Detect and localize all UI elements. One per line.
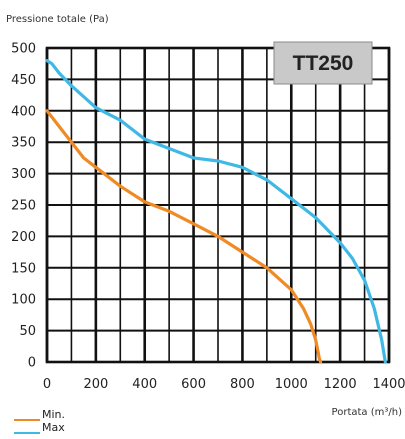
legend-label-min: Min. bbox=[42, 408, 65, 421]
grid bbox=[45, 47, 391, 363]
title-box: TT250 bbox=[273, 41, 373, 85]
x-tick-label: 600 bbox=[181, 377, 206, 392]
x-axis-label: Portata (m³/h) bbox=[332, 407, 403, 418]
x-tick-label: 400 bbox=[132, 377, 157, 392]
y-axis: 0 50 100 150 200 250 300 350 400 450 500 bbox=[11, 42, 36, 371]
x-tick-label: 1200 bbox=[324, 377, 357, 392]
y-tick-label: 350 bbox=[11, 136, 36, 151]
y-axis-label: Pressione totale (Pa) bbox=[6, 14, 109, 25]
y-tick-label: 400 bbox=[11, 104, 36, 119]
title-box-background bbox=[273, 41, 373, 85]
y-tick-label: 100 bbox=[11, 293, 36, 308]
plot-frame bbox=[45, 46, 391, 364]
x-tick-label: 1400 bbox=[372, 377, 405, 392]
y-tick-label: 250 bbox=[11, 199, 36, 214]
y-tick-label: 150 bbox=[11, 261, 36, 276]
series-line-min bbox=[45, 109, 323, 364]
x-tick-label: 800 bbox=[230, 377, 255, 392]
chart-title: TT250 bbox=[293, 52, 354, 75]
plot-border bbox=[45, 46, 391, 364]
y-tick-label: 450 bbox=[11, 73, 36, 88]
x-tick-label: 1000 bbox=[275, 377, 308, 392]
y-tick-label: 500 bbox=[11, 42, 36, 57]
y-tick-label: 0 bbox=[28, 356, 36, 371]
x-tick-label: 0 bbox=[43, 377, 51, 392]
y-tick-label: 200 bbox=[11, 230, 36, 245]
legend-label-max: Max bbox=[42, 421, 65, 434]
x-tick-label: 200 bbox=[83, 377, 108, 392]
legend: Min.Max bbox=[14, 408, 65, 434]
y-tick-label: 300 bbox=[11, 167, 36, 182]
series-line-max bbox=[45, 58, 387, 364]
x-axis: 0 200 400 600 800 1000 1200 1400 bbox=[43, 377, 405, 392]
y-tick-label: 50 bbox=[19, 324, 36, 339]
series-lines bbox=[45, 58, 387, 364]
